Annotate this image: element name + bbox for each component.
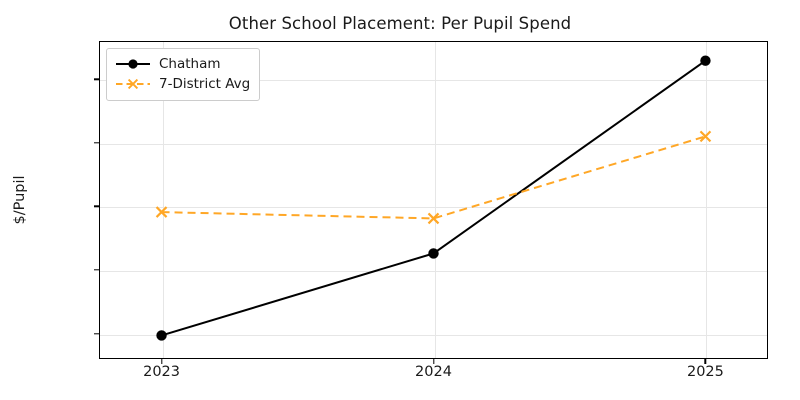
gridline-horizontal [100,270,767,272]
y-tick-mark [94,205,99,208]
gridline-horizontal [100,143,767,145]
legend-label-district-avg: 7-District Avg [159,76,251,92]
gridline-vertical [706,42,708,358]
y-axis-label: $/Pupil [12,175,28,225]
legend-swatch-chatham [116,59,150,69]
x-tick-label: 2023 [143,364,180,380]
legend-label-chatham: Chatham [159,56,221,72]
y-tick-mark [94,332,99,335]
chart-legend: Chatham 7-District Avg [106,48,261,101]
x-tick-label: 2025 [686,364,724,380]
x-tick-mark [160,359,163,364]
chart-title: Other School Placement: Per Pupil Spend [228,14,572,33]
y-tick-mark [94,78,99,80]
y-tick-mark [94,269,99,271]
x-tick-mark [432,359,435,364]
legend-item-chatham: Chatham [114,54,250,74]
legend-swatch-district-avg [116,78,150,90]
x-tick-label: 2024 [415,364,452,380]
y-tick-mark [94,142,99,144]
gridline-vertical [434,42,436,358]
gridline-horizontal [100,207,767,209]
x-tick-mark [704,359,707,364]
legend-item-district-avg: 7-District Avg [114,74,250,94]
gridline-horizontal [100,334,767,336]
